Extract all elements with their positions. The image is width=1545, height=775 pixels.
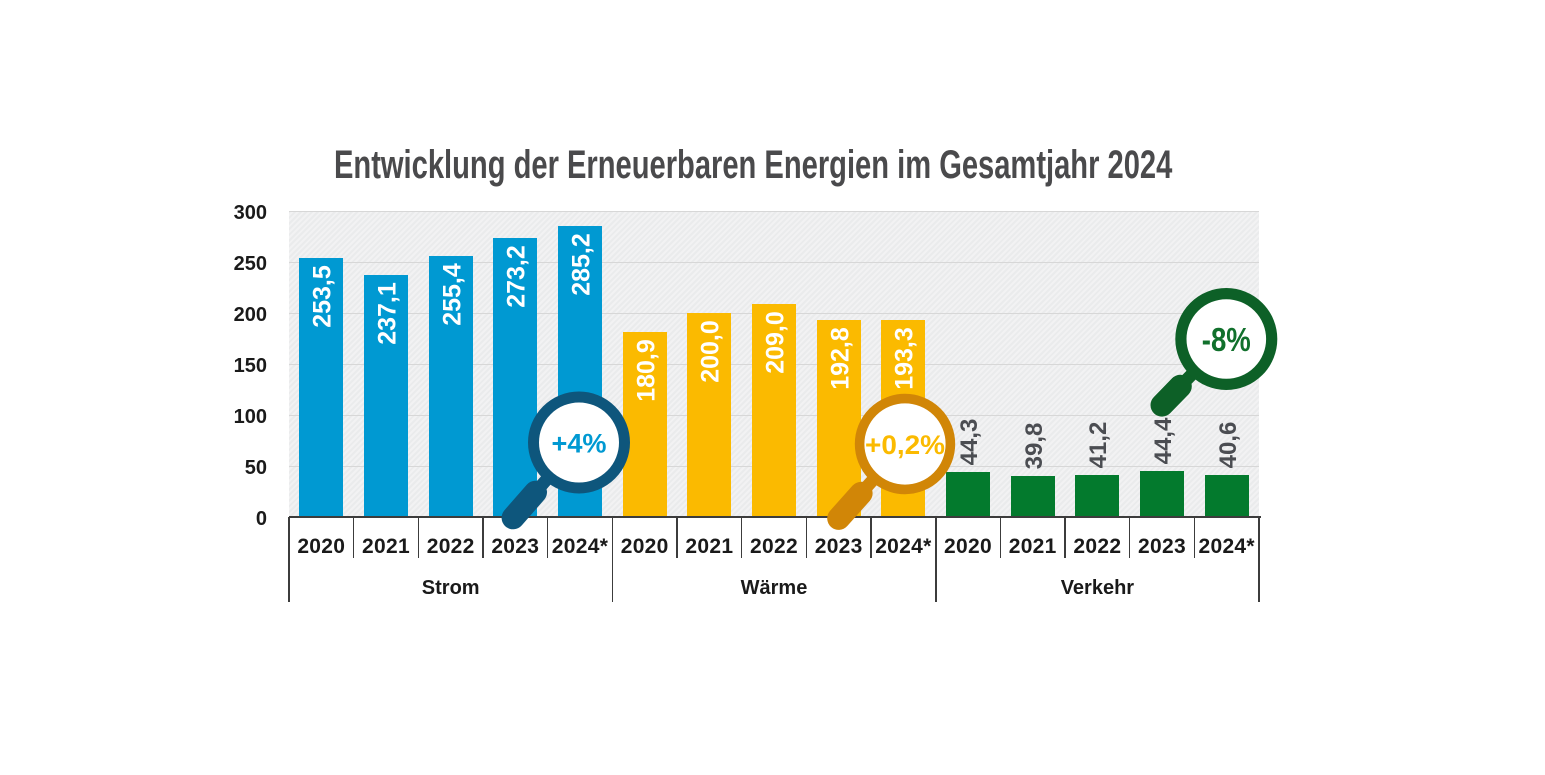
svg-text:+4%: +4% bbox=[552, 428, 607, 458]
svg-text:-8%: -8% bbox=[1202, 321, 1251, 358]
svg-text:+0,2%: +0,2% bbox=[865, 430, 945, 460]
